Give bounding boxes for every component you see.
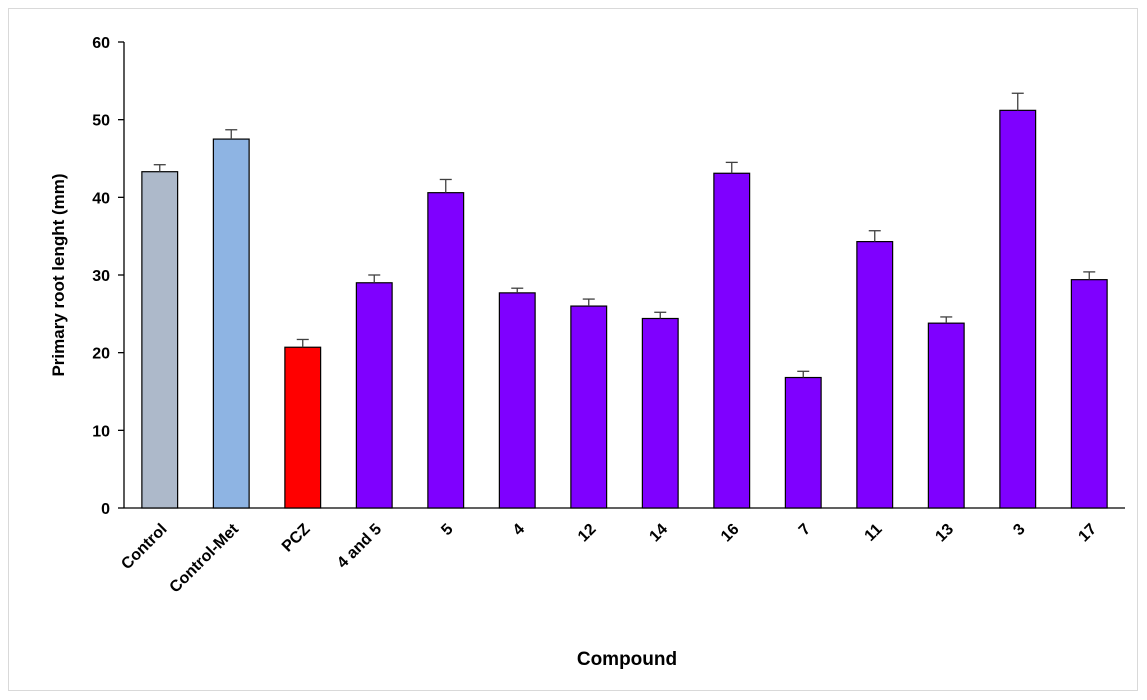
y-tick-labels: 0 10 20 30 40 50 60 [92,35,110,518]
y-axis-title: Primary root lenght (mm) [49,173,68,376]
bar-4 [498,292,536,509]
x-axis-title: Compound [577,649,677,670]
bars [141,109,1108,509]
bar-11 [856,241,894,509]
y-tick-label: 20 [92,346,110,363]
bar-control-met [212,138,250,509]
y-tick-label: 40 [92,190,110,207]
x-tick-label: Control-Met [167,520,243,596]
x-tick-label: 5 [438,521,456,539]
x-tick-label: 4 [510,521,528,539]
x-tick-label: 7 [796,521,814,539]
y-tick-label: 0 [101,501,110,518]
axes [118,41,1125,509]
x-tick-label: 11 [862,521,886,545]
y-tick-label: 50 [92,113,110,130]
bar-14 [641,317,679,509]
x-tick-label: 12 [575,521,600,546]
bar-pcz [284,346,322,509]
x-tick-label: Control [118,521,170,573]
x-tick-label: 3 [1010,521,1028,539]
bar-12 [570,305,608,509]
x-tick-label: 4 and 5 [334,521,385,572]
bar-17 [1070,279,1108,509]
bar-5 [427,192,465,509]
y-tick-label: 60 [92,35,110,52]
x-tick-label: 13 [932,521,957,546]
bar-3 [999,109,1037,509]
error-bars [153,92,1096,378]
x-tick-label: 14 [646,521,671,546]
x-tick-label: 16 [718,521,743,546]
bar-16 [713,172,751,509]
bar-4-and-5 [355,282,393,509]
y-tick-label: 10 [92,423,110,440]
bar-13 [927,322,965,509]
y-tick-label: 30 [92,268,110,285]
bar-control [141,171,179,509]
x-tick-label: 17 [1075,521,1100,546]
bar-7 [784,376,822,509]
x-tick-label: PCZ [279,521,314,556]
